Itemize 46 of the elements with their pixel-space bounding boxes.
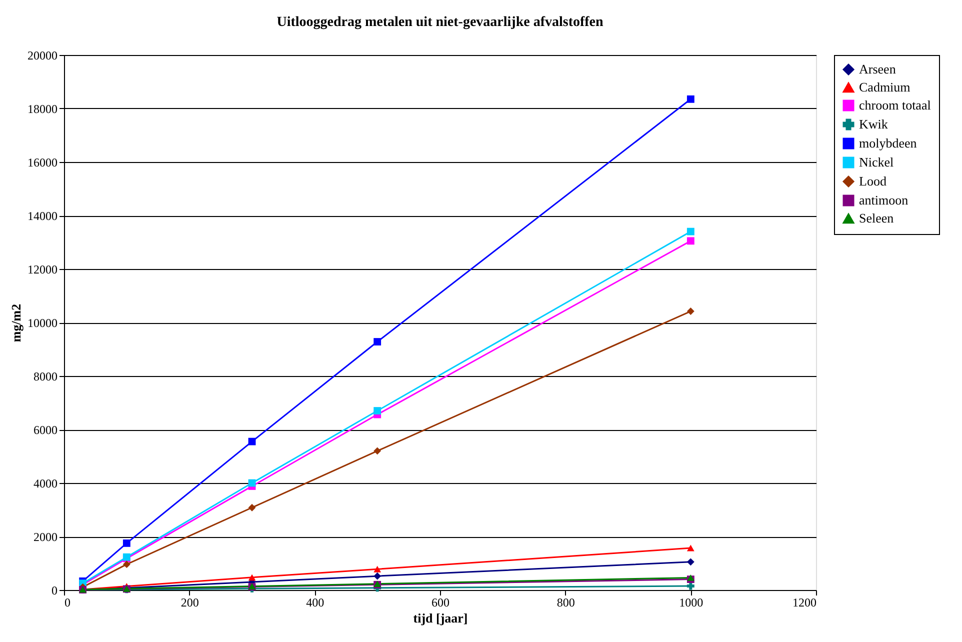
point (374, 447, 382, 455)
legend-label: Arseen (859, 62, 896, 76)
legend-label: Seleen (859, 210, 894, 226)
point (686, 544, 694, 552)
point (374, 407, 382, 414)
y-tick-label: 8000 (34, 370, 58, 384)
x-tick-label: 1200 (792, 596, 816, 610)
point (686, 95, 694, 103)
y-tick-label: 14000 (28, 209, 58, 223)
y-tick-label: 2000 (34, 530, 58, 544)
y-tick-label: 16000 (28, 156, 58, 170)
chart-title: Uitlooggedrag metalen uit niet-gevaarlijke afvalstoffen (276, 15, 604, 30)
x-axis-title: tijd [jaar] (413, 610, 468, 626)
y-tick-label: 20000 (28, 48, 58, 62)
point (122, 560, 130, 568)
y-tick-label: 12000 (28, 262, 58, 276)
legend-label: Kwik (859, 116, 888, 132)
y-tick-label: 10000 (28, 316, 58, 330)
point (248, 504, 256, 512)
legend-label: Nickel (859, 154, 894, 170)
x-tick-label: 800 (556, 596, 575, 610)
point (686, 237, 694, 245)
point (686, 582, 694, 590)
x-tick-label: 1000 (679, 596, 704, 610)
x-tick-label: 200 (180, 596, 199, 610)
point (686, 558, 694, 566)
y-tick-label: 0 (52, 584, 58, 598)
point (374, 566, 382, 572)
y-tick-label: 6000 (34, 423, 58, 437)
x-tick-label: 0 (64, 596, 70, 610)
y-tick-label: 18000 (28, 102, 58, 116)
legend-label: chroom totaal (859, 98, 932, 112)
legend-label: molybdeen (859, 136, 918, 150)
y-axis-title: mg/m2 (8, 304, 24, 342)
point (686, 308, 694, 315)
x-tick-label: 400 (306, 596, 324, 610)
point (374, 572, 382, 580)
legend-label: Cadmium (859, 80, 910, 94)
legend-label: Lood (859, 174, 887, 188)
point (686, 228, 694, 236)
y-tick-label: 4000 (34, 476, 58, 490)
point (122, 539, 130, 547)
legend-label: antimoon (859, 192, 909, 208)
x-tick-label: 600 (432, 596, 450, 610)
point (374, 338, 382, 346)
point (248, 574, 256, 581)
